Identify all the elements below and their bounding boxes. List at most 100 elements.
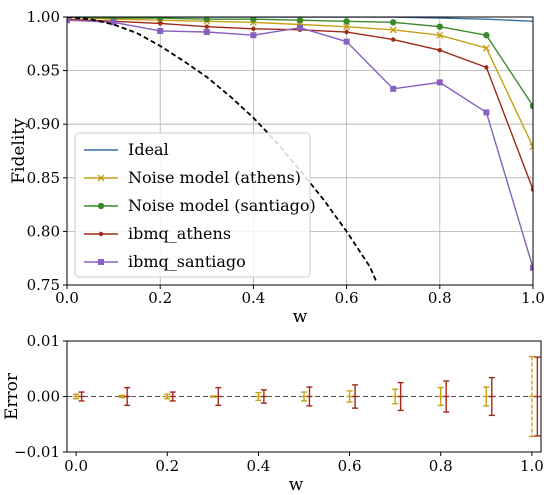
- x-tick-label-5: 1.0: [521, 289, 545, 307]
- series-line-1: [67, 17, 533, 148]
- errorbar-0-3: [209, 395, 216, 398]
- series-3-point-4: [251, 26, 256, 31]
- legend-marker-3: [98, 231, 104, 237]
- y-tick-label-4: 0.95: [27, 62, 60, 80]
- error-plot: 0.0 0.2 0.4 0.6 0.8 1.0 −0.01 0.00 0.01 w Error: [2, 332, 544, 495]
- errorbar-1-0: [78, 391, 85, 402]
- series-2-point-4: [250, 17, 257, 23]
- x-tick-label-2: 0.4: [241, 289, 265, 307]
- series-2-point-6: [343, 18, 350, 25]
- y-tick-label-0: −0.01: [14, 443, 60, 461]
- x-tick-label-1: 0.2: [148, 289, 172, 307]
- series-4-point-0: [67, 17, 70, 24]
- x-tick-label-4: 0.8: [429, 457, 453, 475]
- series-3-point-6: [344, 29, 349, 35]
- x-tick-label-1: 0.2: [155, 457, 179, 475]
- y-axis-label: Error: [2, 372, 22, 420]
- errorbar-0-6: [346, 390, 353, 403]
- fidelity-plot: 0.0 0.2 0.4 0.6 0.8 1.0 0.75 0.80 0.85 0.90 0.95 1.…: [9, 8, 545, 327]
- series-1-point-9: [482, 44, 490, 52]
- series-3-point-8: [437, 48, 442, 53]
- series-1-point-6-b: [343, 23, 351, 31]
- series-3-point-7: [391, 37, 396, 42]
- series-3-point-2: [158, 21, 163, 26]
- series-1-point-7: [389, 26, 397, 34]
- series-2-point-3: [203, 17, 210, 23]
- series-1-point-8-b: [436, 31, 444, 39]
- x-axis-label: w: [289, 475, 304, 495]
- y-axis-label: Fidelity: [9, 118, 29, 184]
- errorbar-1-5: [306, 386, 313, 407]
- series-3-point-3: [204, 24, 209, 29]
- errorbar-0-1: [118, 394, 125, 399]
- axes-frame: [66, 16, 534, 286]
- series-1-point-9-b: [482, 44, 490, 52]
- errorbar-1-7: [397, 381, 404, 412]
- x-tick-label-0: 0.0: [55, 289, 79, 307]
- series-1-point-7-b: [389, 26, 397, 34]
- x-tick-label-5: 1.0: [520, 457, 544, 475]
- series-4-point-2: [157, 27, 164, 34]
- legend-marker-4: [98, 259, 104, 265]
- series-4-point-7: [390, 85, 397, 92]
- series-2-point-7: [390, 19, 397, 26]
- errorbar-0-2: [164, 393, 171, 400]
- errorbar-0-4: [255, 391, 262, 402]
- errorbar-1-4: [260, 389, 267, 404]
- y-tick-label-3: 0.90: [27, 115, 60, 133]
- series-4-point-5: [297, 24, 303, 31]
- series-4-point-3: [203, 29, 210, 36]
- errorbar-0-0: [73, 393, 80, 400]
- errorbar-0-9: [483, 386, 490, 407]
- series-4-point-6: [343, 38, 350, 45]
- series-1-point-10-b: [529, 145, 533, 151]
- series-4-point-4: [250, 32, 257, 39]
- series-2-point-9: [483, 32, 490, 39]
- x-tick-label-3: 0.6: [335, 289, 359, 307]
- series-4-point-9: [483, 109, 490, 116]
- series-2-point-10: [529, 102, 533, 110]
- errorbar-0-5: [301, 391, 307, 402]
- x-axis-label: w: [293, 307, 308, 327]
- series-4-point-8: [436, 79, 443, 86]
- series-4-point-1: [110, 19, 117, 26]
- errorbar-1-1: [124, 386, 131, 407]
- series-3-point-10: [530, 187, 533, 192]
- series-1-point-10: [529, 143, 533, 151]
- legend-label-1: Noise model (athens): [128, 168, 301, 187]
- errorbar-0-8: [437, 386, 444, 407]
- series-1-point-6: [343, 23, 351, 31]
- x-tick-label-2: 0.4: [246, 457, 270, 475]
- series-3-point-9: [484, 65, 489, 70]
- series-4-point-10: [530, 264, 533, 271]
- errorbar-1-8: [443, 380, 450, 413]
- y-tick-label-0: 0.75: [27, 276, 60, 294]
- series-line-5: [67, 17, 378, 284]
- series-line-0: [67, 17, 533, 22]
- legend-marker-2: [97, 202, 105, 210]
- legend-marker-1-b: [97, 174, 105, 182]
- series-2-point-2: [157, 17, 164, 22]
- errorbar-1-3: [215, 386, 222, 407]
- errorbar-1-6: [352, 384, 359, 409]
- errorbar-1-9: [488, 376, 495, 417]
- legend-label-3: ibmq_athens: [128, 224, 231, 243]
- legend-label-0: Ideal: [128, 140, 169, 159]
- x-tick-label-3: 0.6: [338, 457, 362, 475]
- series-1-point-10-a: [529, 143, 533, 148]
- series-1-point-8: [436, 31, 444, 39]
- y-tick-label-1: 0.80: [27, 222, 60, 240]
- legend-label-2: Noise model (santiago): [128, 196, 316, 215]
- y-tick-label-2: 0.01: [27, 332, 60, 350]
- errorbar-0-7: [392, 388, 399, 405]
- y-tick-label-2: 0.85: [27, 169, 60, 187]
- legend-marker-1: [97, 174, 105, 182]
- legend-box: [74, 132, 311, 278]
- errorbar-0-10: [528, 355, 535, 438]
- plot-area: [67, 17, 533, 284]
- y-tick-label-1: 0.00: [27, 388, 60, 406]
- legend: Ideal Noise model (athens) Noise model (sa…: [74, 132, 316, 278]
- legend-label-4: ibmq_santiago: [128, 252, 246, 271]
- x-tick-label-0: 0.0: [64, 457, 88, 475]
